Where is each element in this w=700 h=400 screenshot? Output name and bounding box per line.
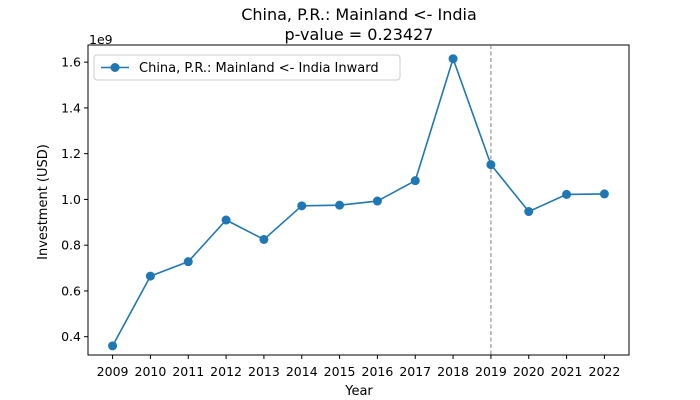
data-point: [221, 215, 231, 225]
x-tick-label: 2018: [437, 364, 469, 379]
x-tick-label: 2016: [362, 364, 394, 379]
data-point: [108, 341, 118, 351]
data-point: [259, 234, 269, 244]
x-tick-label: 2012: [210, 364, 242, 379]
chart-title: China, P.R.: Mainland <- India: [241, 5, 477, 24]
x-tick-label: 2015: [324, 364, 356, 379]
data-point: [599, 189, 609, 199]
y-scale-label: 1e9: [89, 32, 113, 47]
data-point: [297, 201, 307, 211]
data-point: [183, 257, 193, 267]
chart-subtitle: p-value = 0.23427: [285, 25, 434, 44]
x-tick-label: 2010: [135, 364, 167, 379]
plot-frame: [87, 44, 630, 356]
series-line: [111, 57, 605, 347]
data-point: [335, 200, 345, 210]
x-tick-label: 2021: [551, 364, 583, 379]
legend-label: China, P.R.: Mainland <- India Inward: [139, 61, 379, 76]
data-point: [372, 196, 382, 206]
plot-area: 2009 2010 2011 2012 2013 2014 2015 2016 2017 2018…: [61, 44, 630, 379]
data-point: [486, 160, 496, 170]
legend: China, P.R.: Mainland <- India Inward: [93, 54, 401, 81]
x-tick-label: 2009: [97, 364, 129, 379]
y-tick-label: 0.4: [61, 329, 81, 344]
data-point: [410, 176, 420, 186]
y-tick-label: 1.6: [61, 55, 81, 70]
y-tick-label: 1.4: [61, 100, 81, 115]
x-tick-label: 2022: [589, 364, 621, 379]
y-tick-label: 1.2: [61, 146, 81, 161]
x-tick-label: 2014: [286, 364, 318, 379]
y-tick-label: 0.8: [61, 238, 81, 253]
data-point: [524, 207, 534, 217]
x-tick-label: 2020: [513, 364, 545, 379]
legend-marker: [110, 63, 120, 72]
data-point: [562, 189, 572, 199]
x-tick-label: 2019: [475, 364, 507, 379]
x-axis-label: Year: [344, 384, 373, 399]
x-tick-label: 2011: [172, 364, 204, 379]
y-tick-label: 1.0: [61, 192, 81, 207]
y-tick-label: 0.6: [61, 283, 81, 298]
x-tick-label: 2017: [399, 364, 431, 379]
legend-box: [93, 54, 401, 81]
x-tick-label: 2013: [248, 364, 280, 379]
data-point: [448, 54, 458, 64]
data-point: [145, 271, 155, 281]
y-axis-label: Investment (USD): [36, 144, 51, 260]
